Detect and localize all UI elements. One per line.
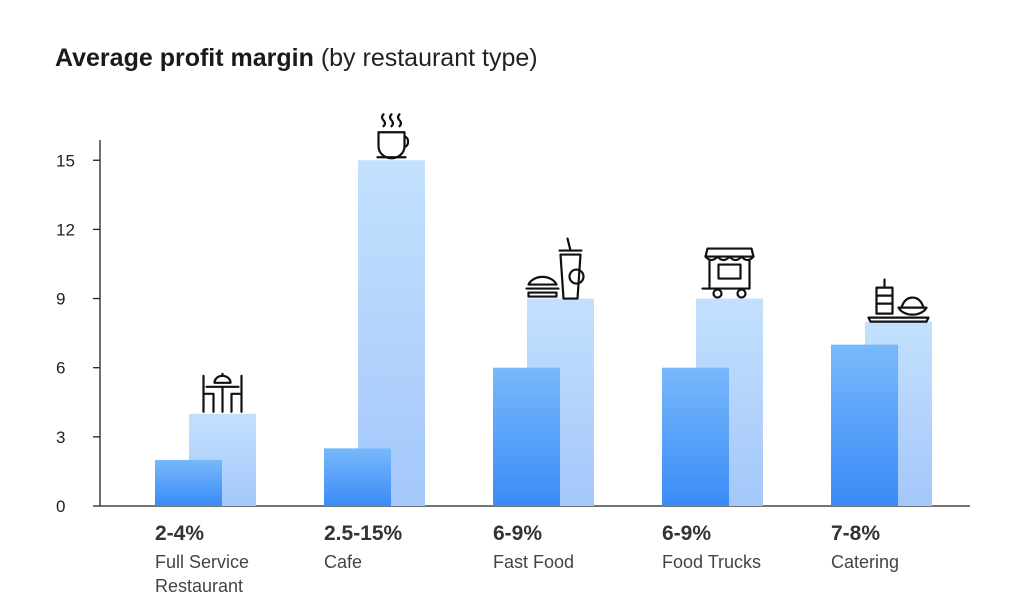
- chart-title: Average profit margin (by restaurant typ…: [55, 44, 538, 73]
- category-label: Fast Food: [493, 552, 574, 572]
- steam-1: [380, 113, 387, 128]
- dining-table-icon: [202, 372, 243, 413]
- truck-window: [717, 263, 742, 280]
- tray: [867, 316, 930, 323]
- cup: [377, 131, 406, 160]
- range-label: 6-9%: [662, 522, 711, 545]
- range-label: 2.5-15%: [324, 522, 403, 545]
- labels: 2-4% Full Service Restaurant 2.5-15% Cafe 6-9…: [155, 522, 899, 596]
- chair-right-seat: [230, 392, 243, 413]
- drink-box: [875, 286, 894, 315]
- y-tick-label: 3: [56, 428, 65, 447]
- bar-low: [662, 367, 729, 506]
- burger-bun-bottom: [527, 291, 558, 298]
- category-label: Food Trucks: [662, 552, 761, 572]
- chair-left-seat: [202, 392, 215, 413]
- bar-low: [155, 459, 222, 506]
- wheel-right: [736, 288, 747, 299]
- truck-awning: [704, 255, 755, 262]
- straw: [566, 237, 572, 252]
- drink-logo: [568, 268, 585, 285]
- steam-2: [388, 113, 395, 128]
- bar-low: [493, 367, 560, 506]
- truck-awning-top: [704, 247, 755, 258]
- food-truck-icon: [701, 247, 755, 299]
- category-label: Catering: [831, 552, 899, 572]
- food-mound: [900, 296, 925, 309]
- bar-low: [831, 344, 898, 506]
- bars: [155, 160, 932, 506]
- y-tick-label: 9: [56, 290, 65, 309]
- category-label: Full Service: [155, 552, 249, 572]
- range-label: 7-8%: [831, 522, 880, 545]
- chart-title-main: Average profit margin: [55, 44, 314, 72]
- drink-cup: [559, 253, 582, 300]
- burger-drink-icon: [525, 237, 585, 300]
- truck-body: [708, 259, 751, 290]
- y-tick-label: 0: [56, 497, 65, 516]
- icons: [202, 113, 930, 413]
- catering-tray-icon: [867, 278, 930, 323]
- y-tick-label: 12: [56, 220, 75, 239]
- range-label: 2-4%: [155, 522, 204, 545]
- wheel-left: [712, 288, 723, 299]
- axes: 0 3 6 9 12 15: [56, 140, 970, 516]
- bowl: [897, 306, 928, 316]
- range-label: 6-9%: [493, 522, 542, 545]
- category-label: Cafe: [324, 552, 362, 572]
- cup-handle: [403, 135, 410, 149]
- y-tick-label: 6: [56, 359, 65, 378]
- y-tick-label: 15: [56, 151, 75, 170]
- bar-low: [324, 448, 391, 506]
- burger-bun-top: [527, 275, 558, 286]
- chart-subtitle: (by restaurant type): [320, 44, 538, 72]
- category-label: Restaurant: [155, 576, 243, 596]
- coffee-cup-icon: [376, 113, 410, 160]
- cloche: [213, 374, 232, 384]
- steam-3: [396, 113, 403, 128]
